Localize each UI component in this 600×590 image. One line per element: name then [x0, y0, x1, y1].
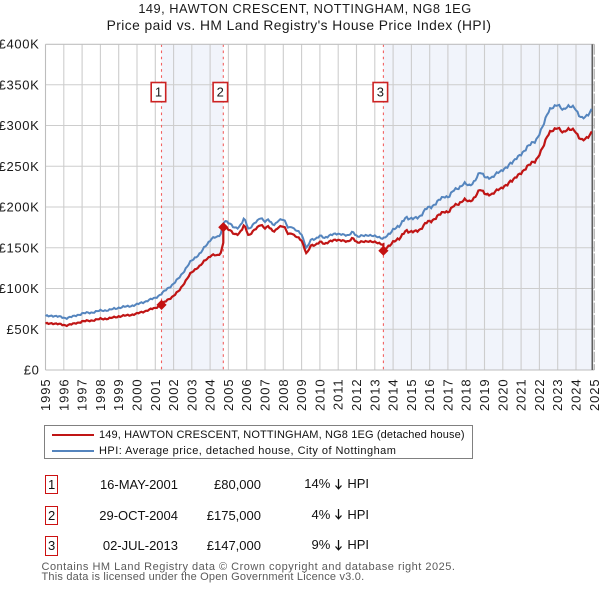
svg-text:£150K: £150K: [0, 240, 40, 255]
svg-text:2023: 2023: [550, 379, 565, 412]
svg-text:2014: 2014: [386, 379, 401, 412]
svg-text:1999: 1999: [111, 379, 126, 412]
svg-text:2018: 2018: [459, 379, 474, 412]
svg-text:£100K: £100K: [0, 281, 40, 296]
svg-text:1996: 1996: [56, 379, 71, 412]
svg-text:1998: 1998: [93, 379, 108, 412]
svg-text:2006: 2006: [239, 379, 254, 412]
svg-text:2010: 2010: [312, 379, 327, 412]
svg-text:£400K: £400K: [0, 37, 40, 52]
svg-text:2025: 2025: [587, 379, 600, 412]
svg-text:2022: 2022: [532, 379, 547, 412]
svg-text:2005: 2005: [221, 379, 236, 412]
svg-text:2012: 2012: [349, 379, 364, 412]
svg-text:2007: 2007: [258, 379, 273, 412]
svg-text:2004: 2004: [203, 379, 218, 412]
svg-text:Price paid vs. HM Land Registr: Price paid vs. HM Land Registry's House …: [107, 18, 492, 33]
svg-text:1997: 1997: [75, 379, 90, 412]
svg-text:2024: 2024: [569, 379, 584, 412]
svg-text:£50K: £50K: [7, 322, 40, 337]
svg-text:2008: 2008: [276, 379, 291, 412]
svg-text:2: 2: [217, 85, 224, 100]
svg-text:2017: 2017: [440, 379, 455, 412]
svg-text:2003: 2003: [184, 379, 199, 412]
svg-text:2000: 2000: [130, 379, 145, 412]
svg-text:£350K: £350K: [0, 77, 40, 92]
svg-text:149, HAWTON CRESCENT, NOTTINGH: 149, HAWTON CRESCENT, NOTTINGHAM, NG8 1E…: [138, 1, 471, 16]
svg-text:2016: 2016: [422, 379, 437, 412]
svg-text:1: 1: [155, 85, 162, 100]
svg-text:2011: 2011: [331, 379, 346, 411]
svg-text:2021: 2021: [514, 379, 529, 412]
svg-text:£0: £0: [24, 363, 40, 378]
svg-text:1995: 1995: [38, 379, 53, 412]
svg-text:£300K: £300K: [0, 118, 40, 133]
svg-text:£250K: £250K: [0, 159, 40, 174]
svg-text:2019: 2019: [477, 379, 492, 412]
svg-text:2013: 2013: [367, 379, 382, 412]
svg-text:2002: 2002: [166, 379, 181, 412]
svg-text:2020: 2020: [495, 379, 510, 412]
svg-text:2001: 2001: [148, 379, 163, 412]
svg-text:£200K: £200K: [0, 200, 40, 215]
svg-text:2015: 2015: [404, 379, 419, 412]
svg-text:3: 3: [377, 85, 384, 100]
svg-text:2009: 2009: [294, 379, 309, 412]
